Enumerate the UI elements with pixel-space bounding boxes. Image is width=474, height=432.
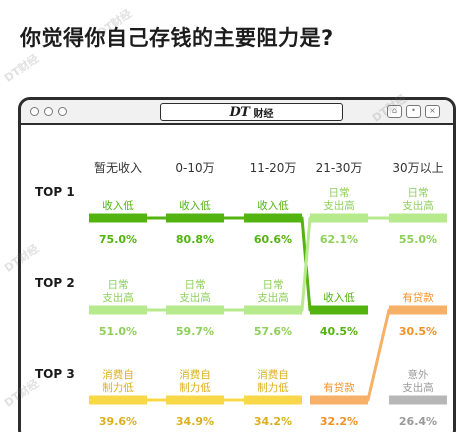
- window-close-dot[interactable]: [30, 107, 39, 116]
- column-header: 0-10万: [175, 161, 214, 175]
- cell-value: 80.8%: [176, 233, 214, 246]
- cell-label: 支出高: [402, 199, 434, 212]
- column-header: 11-20万: [250, 161, 297, 175]
- loan-bar: [310, 395, 368, 405]
- control-bar: [89, 395, 147, 405]
- cell-value: 55.0%: [399, 233, 437, 246]
- window-titlebar: DT 财经 ⌂ • ×: [21, 100, 453, 125]
- cell-label: 日常: [185, 278, 206, 291]
- cell-value: 32.2%: [320, 415, 358, 428]
- cell-label: 制力低: [102, 381, 134, 394]
- rank-texts: 暂无收入 0-10万 11-20万 21-30万 30万以上 TOP 1 TOP 2 TOP …: [35, 161, 444, 428]
- rank-bars: [89, 213, 447, 405]
- window-home-icon[interactable]: ⌂: [387, 105, 402, 118]
- cell-label: 消费自: [102, 368, 134, 381]
- row-header: TOP 1: [35, 185, 75, 199]
- cell-value: 75.0%: [99, 233, 137, 246]
- cell-value: 60.6%: [254, 233, 292, 246]
- cell-label: 消费自: [179, 368, 211, 381]
- brand-logo: DT: [229, 104, 250, 120]
- loan-link: [366, 308, 391, 402]
- income-bar: [310, 305, 368, 315]
- window-close-icon[interactable]: ×: [425, 105, 440, 118]
- cell-label: 收入低: [102, 199, 134, 212]
- cell-value: 51.0%: [99, 325, 137, 338]
- income-bar: [89, 213, 147, 223]
- brand-name: 财经: [253, 108, 274, 120]
- cell-label: 制力低: [179, 381, 211, 394]
- column-header: 暂无收入: [94, 161, 142, 175]
- cell-label: 制力低: [257, 381, 289, 394]
- column-header: 21-30万: [316, 161, 363, 175]
- window-dot-icon[interactable]: •: [406, 105, 421, 118]
- spend-bar: [244, 305, 302, 315]
- cell-value: 30.5%: [399, 325, 437, 338]
- accident-bar: [389, 395, 447, 405]
- control-bar: [166, 395, 224, 405]
- cell-label: 日常: [408, 186, 429, 199]
- cell-value: 34.9%: [176, 415, 214, 428]
- window-title-box: DT 财经: [160, 103, 343, 121]
- cell-label: 日常: [108, 278, 129, 291]
- cell-label: 意外: [408, 368, 429, 381]
- cell-label: 日常: [329, 186, 350, 199]
- income-bar: [166, 213, 224, 223]
- cell-label: 支出高: [179, 291, 211, 304]
- spend-bar: [310, 213, 368, 223]
- cell-label: 支出高: [323, 199, 355, 212]
- cell-label: 支出高: [102, 291, 134, 304]
- income-bar: [244, 213, 302, 223]
- rank-links: [145, 216, 391, 402]
- cell-value: 62.1%: [320, 233, 358, 246]
- browser-window: DT 财经 ⌂ • ×: [18, 97, 456, 432]
- cell-value: 26.4%: [399, 415, 437, 428]
- cell-label: 支出高: [402, 381, 434, 394]
- loan-bar: [389, 305, 447, 315]
- cell-value: 39.6%: [99, 415, 137, 428]
- spend-bar: [389, 213, 447, 223]
- cell-value: 59.7%: [176, 325, 214, 338]
- window-minimize-dot[interactable]: [44, 107, 53, 116]
- cell-value: 34.2%: [254, 415, 292, 428]
- cell-value: 40.5%: [320, 325, 358, 338]
- cell-label: 支出高: [257, 291, 289, 304]
- cell-value: 57.6%: [254, 325, 292, 338]
- window-maximize-dot[interactable]: [58, 107, 67, 116]
- spend-bar: [89, 305, 147, 315]
- control-bar: [244, 395, 302, 405]
- row-header: TOP 3: [35, 367, 75, 381]
- spend-bar: [166, 305, 224, 315]
- page-title: 你觉得你自己存钱的主要阻力是?: [20, 26, 334, 50]
- cell-label: 消费自: [257, 368, 289, 381]
- spend-link: [300, 216, 312, 312]
- cell-label: 有贷款: [402, 291, 434, 304]
- column-header: 30万以上: [392, 161, 443, 175]
- cell-label: 收入低: [257, 199, 289, 212]
- cell-label: 收入低: [323, 291, 355, 304]
- cell-label: 有贷款: [323, 381, 355, 394]
- cell-label: 日常: [263, 278, 284, 291]
- row-header: TOP 2: [35, 276, 75, 290]
- cell-label: 收入低: [179, 199, 211, 212]
